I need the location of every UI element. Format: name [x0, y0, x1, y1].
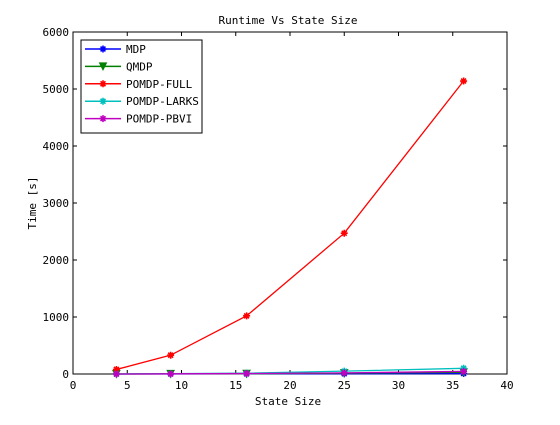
y-tick-label: 2000 [43, 254, 70, 267]
y-tick-label: 3000 [43, 197, 70, 210]
x-tick-label: 10 [175, 379, 188, 392]
x-tick-label: 25 [338, 379, 351, 392]
data-point [460, 78, 467, 85]
legend: MDP QMDP POMDP-FULL POMDP-LARKS POMDP-PBVI [81, 40, 202, 133]
legend-label: POMDP-PBVI [126, 113, 192, 126]
legend-label: POMDP-LARKS [126, 95, 199, 108]
x-axis-label: State Size [255, 395, 321, 408]
y-tick-label: 4000 [43, 140, 70, 153]
data-point [167, 352, 174, 359]
y-tick-label: 6000 [43, 26, 70, 39]
x-tick-label: 40 [500, 379, 513, 392]
chart-title: Runtime Vs State Size [218, 14, 357, 27]
x-tick-label: 15 [229, 379, 242, 392]
y-tick-label: 1000 [43, 311, 70, 324]
legend-marker [100, 46, 107, 53]
x-tick-label: 0 [70, 379, 77, 392]
data-point [341, 230, 348, 237]
y-axis-label: Time [s] [26, 177, 39, 230]
y-tick-label: 0 [62, 368, 69, 381]
y-tick-label: 5000 [43, 83, 70, 96]
legend-label: POMDP-FULL [126, 78, 193, 91]
legend-marker [100, 80, 107, 87]
x-tick-label: 5 [124, 379, 131, 392]
x-tick-label: 20 [283, 379, 296, 392]
x-tick-label: 35 [446, 379, 459, 392]
legend-marker [100, 115, 107, 122]
x-tick-label: 30 [392, 379, 405, 392]
legend-label: QMDP [126, 60, 153, 73]
legend-marker [100, 98, 107, 105]
legend-label: MDP [126, 43, 146, 56]
data-point [113, 371, 120, 378]
